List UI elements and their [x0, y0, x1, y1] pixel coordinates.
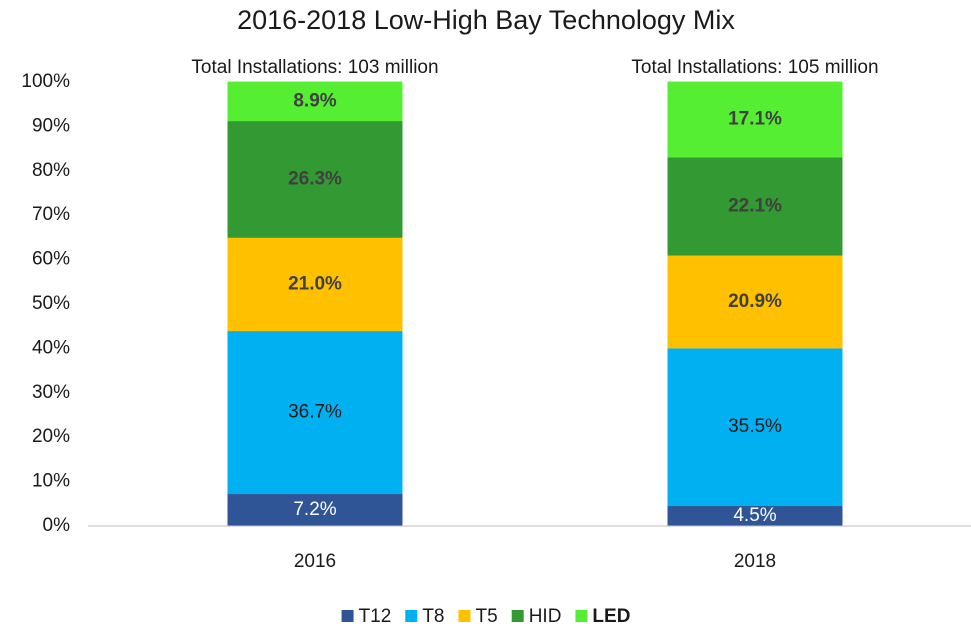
y-tick-label: 90% [32, 115, 70, 136]
y-tick-label: 40% [32, 337, 70, 358]
data-label: 36.7% [288, 402, 342, 423]
y-tick-label: 20% [32, 426, 70, 447]
y-tick-label: 0% [43, 515, 71, 536]
data-label: 20.9% [728, 291, 782, 312]
x-tick-label: 2016 [294, 551, 336, 572]
x-tick-label: 2018 [734, 551, 776, 572]
bar-segment [227, 494, 403, 526]
data-label: 21.0% [288, 273, 342, 294]
legend-label: LED [592, 606, 630, 627]
bar-segment [667, 81, 843, 158]
data-label: 4.5% [733, 505, 776, 526]
chart-title: 2016-2018 Low-High Bay Technology Mix [237, 5, 735, 35]
data-label: 22.1% [728, 196, 782, 217]
legend-label: T12 [359, 606, 392, 627]
annotation: Total Installations: 103 million [191, 57, 438, 78]
data-label: 26.3% [288, 168, 342, 189]
data-label: 35.5% [728, 416, 782, 437]
bar-segment [227, 237, 403, 332]
legend-label: T5 [476, 606, 498, 627]
bar-segment [227, 121, 403, 238]
bar-segment [667, 157, 843, 256]
bar-segment [227, 331, 403, 495]
y-tick-label: 60% [32, 249, 70, 270]
legend-label: HID [529, 606, 562, 627]
y-tick-label: 10% [32, 471, 70, 492]
y-tick-label: 70% [32, 204, 70, 225]
data-label: 7.2% [293, 499, 336, 520]
bar-segment [667, 348, 843, 507]
y-tick-label: 80% [32, 160, 70, 181]
legend-swatch [405, 610, 418, 622]
legend-swatch [341, 610, 354, 622]
legend-label: T8 [422, 606, 444, 627]
data-label: 17.1% [728, 109, 782, 130]
y-tick-label: 30% [32, 382, 70, 403]
legend-swatch [575, 610, 588, 622]
bar-segment [227, 81, 403, 122]
data-label: 8.9% [293, 90, 336, 111]
y-tick-label: 50% [32, 293, 70, 314]
bar-segment [667, 506, 843, 526]
bar-segment [667, 255, 843, 349]
legend-swatch [458, 610, 471, 622]
legend-swatch [511, 610, 524, 622]
y-tick-label: 100% [21, 71, 70, 92]
annotation: Total Installations: 105 million [631, 57, 878, 78]
